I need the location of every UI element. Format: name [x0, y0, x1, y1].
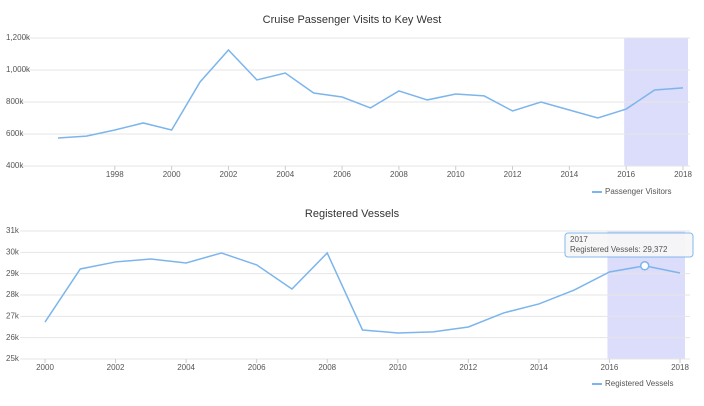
y-tick-label: 31k: [6, 226, 20, 235]
x-tick-label: 2012: [504, 170, 522, 179]
y-tick-label: 1,000k: [6, 65, 31, 74]
y-tick-label: 27k: [6, 311, 20, 320]
tooltip-text: Registered Vessels: 29,372: [570, 245, 668, 254]
x-tick-label: 2016: [617, 170, 635, 179]
x-tick-label: 2014: [530, 363, 548, 372]
x-tick-label: 2010: [447, 170, 465, 179]
y-tick-label: 28k: [6, 290, 20, 299]
chart-title: Registered Vessels: [305, 208, 400, 220]
x-tick-label: 2008: [318, 363, 336, 372]
x-tick-label: 2000: [163, 170, 181, 179]
x-tick-label: 2014: [560, 170, 578, 179]
x-tick-label: 2018: [671, 363, 689, 372]
hover-point: [639, 261, 650, 271]
x-tick-label: 2004: [177, 363, 195, 372]
x-tick-label: 2002: [220, 170, 238, 179]
x-tick-label: 2006: [333, 170, 351, 179]
x-tick-label: 2004: [276, 170, 294, 179]
y-tick-label: 30k: [6, 247, 20, 256]
y-tick-label: 600k: [6, 129, 24, 138]
x-tick-label: 2000: [36, 363, 54, 372]
series-line: [44, 251, 681, 334]
x-tick-label: 2006: [248, 363, 266, 372]
x-tick-label: 2008: [390, 170, 408, 179]
x-tick-label: 2018: [674, 170, 692, 179]
y-tick-label: 1,200k: [6, 33, 31, 42]
x-tick-label: 2012: [459, 363, 477, 372]
x-tick-label: 2010: [389, 363, 407, 372]
chart-title: Cruise Passenger Visits to Key West: [263, 14, 442, 26]
series-line: [57, 48, 684, 139]
x-tick-label: 2016: [601, 363, 619, 372]
x-tick-label: 2002: [107, 363, 125, 372]
y-tick-label: 800k: [6, 97, 24, 106]
legend-label: Registered Vessels: [605, 379, 673, 388]
y-tick-label: 400k: [6, 161, 24, 170]
y-tick-label: 29k: [6, 269, 20, 278]
legend-label: Passenger Visitors: [605, 187, 672, 196]
tooltip-title: 2017: [570, 235, 588, 244]
x-tick-label: 1998: [106, 170, 124, 179]
tooltip: [564, 232, 694, 258]
y-tick-label: 26k: [6, 333, 20, 342]
y-tick-label: 25k: [6, 354, 20, 363]
